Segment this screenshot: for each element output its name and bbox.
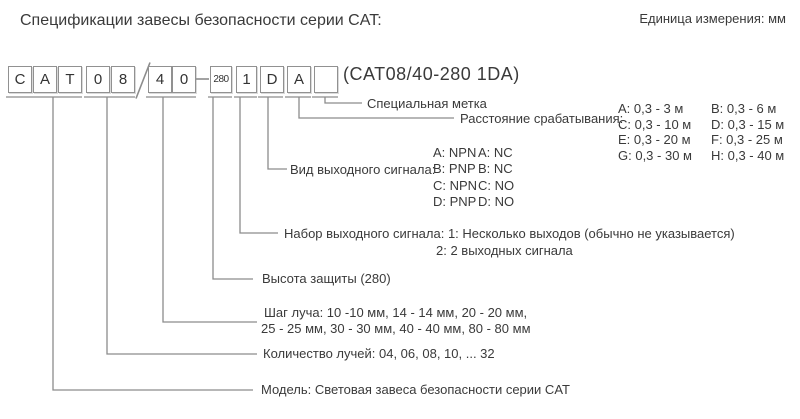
code-box-special bbox=[314, 66, 338, 93]
code-box-c: C bbox=[8, 66, 32, 93]
distance-option: F: 0,3 - 25 м bbox=[711, 132, 783, 148]
signal-option: D: NO bbox=[478, 193, 515, 209]
distance-option: B: 0,3 - 6 м bbox=[711, 101, 777, 116]
code-box-4: 4 bbox=[148, 66, 172, 93]
line-signal-set bbox=[239, 97, 278, 234]
slash-separator bbox=[135, 62, 151, 99]
signal-option: A: NPN bbox=[433, 145, 477, 160]
label-sensing-distance: Расстояние срабатывания: bbox=[460, 111, 624, 126]
page-title: Спецификации завесы безопасности серии C… bbox=[20, 12, 382, 29]
label-output-signal-set: Набор выходного сигнала: 1: Несколько вы… bbox=[284, 226, 735, 241]
signal-option: C: NPN bbox=[433, 177, 478, 193]
signal-set-option-1: 1: Несколько выходов (обычно не указывае… bbox=[447, 226, 735, 241]
distance-option: G: 0,3 - 30 м bbox=[618, 147, 692, 163]
code-box-a: A bbox=[33, 66, 57, 93]
line-beam-count bbox=[106, 97, 257, 355]
code-box-8: 8 bbox=[111, 66, 135, 93]
label-beam-pitch-line1: Шаг луча: 10 -10 мм, 14 - 14 мм, 20 - 20… bbox=[264, 305, 528, 320]
label-model: Модель: Световая завеса безопасности сер… bbox=[261, 382, 570, 397]
code-box-d: D bbox=[260, 66, 284, 93]
signal-option: A: NC bbox=[478, 145, 513, 160]
label-output-signal-type: Вид выходного сигнала: bbox=[290, 162, 436, 177]
signal-set-label: Набор выходного сигнала: bbox=[284, 226, 445, 241]
distance-option: E: 0,3 - 20 м bbox=[618, 132, 691, 148]
label-beam-count: Количество лучей: 04, 06, 08, 10, ... 32 bbox=[263, 346, 495, 361]
code-box-t: T bbox=[58, 66, 82, 93]
code-box-0b: 0 bbox=[172, 66, 196, 93]
signal-option: D: PNP bbox=[433, 193, 477, 209]
line-special-mark bbox=[324, 97, 362, 104]
label-special-mark: Специальная метка bbox=[367, 96, 487, 111]
distance-option: D: 0,3 - 15 м bbox=[711, 116, 785, 132]
line-beam-pitch bbox=[162, 97, 257, 323]
code-box-280: 280 bbox=[210, 66, 232, 93]
output-signal-type-table: A: NPN A: NC B: PNP B: NC C: NPN C: NO D… bbox=[433, 145, 514, 210]
line-model bbox=[52, 97, 253, 391]
signal-option: B: NC bbox=[478, 161, 513, 177]
distance-option: C: 0,3 - 10 м bbox=[618, 116, 692, 132]
distance-option: A: 0,3 - 3 м bbox=[618, 101, 684, 116]
code-box-a2: A bbox=[287, 66, 311, 93]
signal-option: B: PNP bbox=[433, 161, 476, 177]
signal-set-option-2: 2: 2 выходных сигнала bbox=[436, 243, 573, 258]
example-model-code: (CAT08/40-280 1DA) bbox=[343, 64, 520, 84]
line-distance bbox=[298, 97, 454, 119]
line-signal-type bbox=[267, 97, 287, 170]
label-protection-height: Высота защиты (280) bbox=[262, 271, 391, 286]
signal-option: C: NO bbox=[478, 177, 515, 193]
distance-option: H: 0,3 - 40 м bbox=[711, 147, 785, 163]
sensing-distance-table: A: 0,3 - 3 м B: 0,3 - 6 м C: 0,3 - 10 м … bbox=[618, 101, 784, 163]
unit-note: Единица измерения: мм bbox=[639, 11, 786, 26]
line-height bbox=[212, 97, 253, 280]
code-box-0a: 0 bbox=[86, 66, 110, 93]
label-beam-pitch-line2: 25 - 25 мм, 30 - 30 мм, 40 - 40 мм, 80 -… bbox=[261, 321, 531, 336]
code-box-1: 1 bbox=[236, 66, 257, 93]
